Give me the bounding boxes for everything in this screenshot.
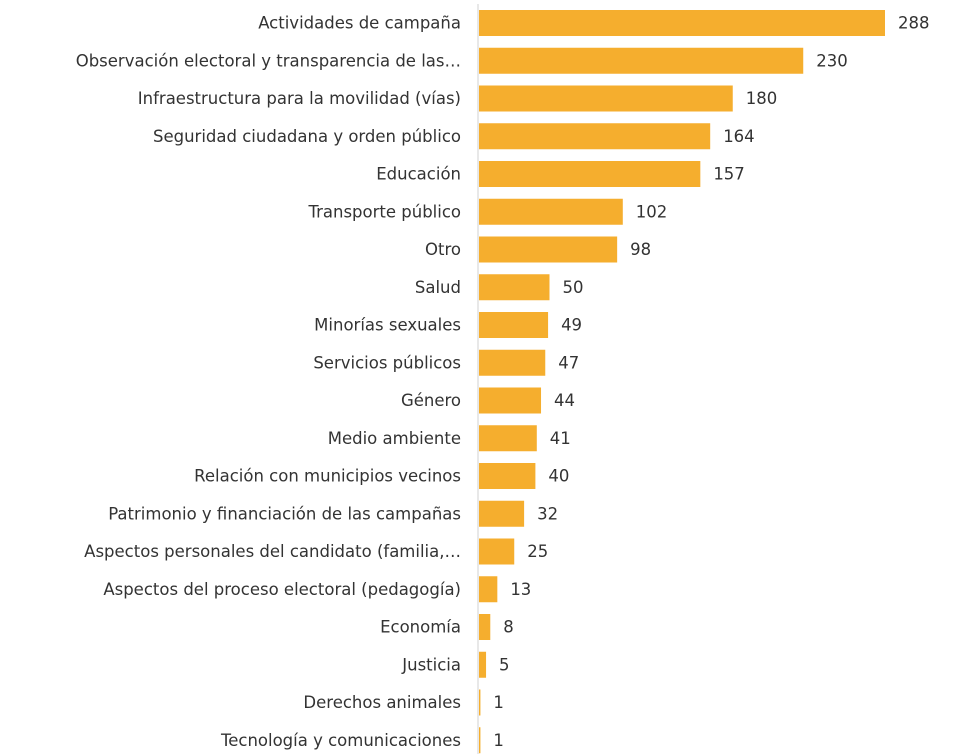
- category-label: Derechos animales: [303, 693, 461, 712]
- bar: [479, 47, 804, 74]
- value-label: 44: [554, 391, 575, 410]
- bar: [479, 614, 491, 640]
- category-label: Relación con municipios vecinos: [194, 467, 461, 486]
- category-label: Infraestructura para la movilidad (vías): [138, 89, 461, 108]
- category-label: Actividades de campaña: [258, 14, 461, 33]
- category-label: Economía: [380, 618, 461, 637]
- category-label: Aspectos personales del candidato (famil…: [84, 542, 461, 561]
- bar: [479, 274, 550, 301]
- bar: [479, 651, 487, 678]
- category-label: Seguridad ciudadana y orden público: [153, 127, 461, 146]
- category-label: Observación electoral y transparencia de…: [76, 51, 461, 70]
- value-label: 180: [746, 89, 778, 108]
- bar: [479, 85, 733, 112]
- value-label: 288: [898, 14, 930, 33]
- bar: [479, 500, 525, 527]
- category-label: Género: [401, 391, 461, 410]
- bar: [479, 198, 623, 225]
- category-label: Minorías sexuales: [314, 316, 461, 335]
- category-label: Educación: [376, 165, 461, 184]
- value-label: 164: [723, 127, 755, 146]
- value-label: 157: [713, 165, 745, 184]
- value-label: 98: [630, 240, 651, 259]
- value-label: 32: [537, 504, 558, 523]
- category-label: Otro: [425, 240, 461, 259]
- bar: [479, 123, 711, 150]
- category-label: Salud: [415, 278, 461, 297]
- value-label: 25: [527, 542, 548, 561]
- value-label: 40: [548, 467, 569, 486]
- bar: [479, 161, 701, 187]
- bar: [479, 236, 618, 263]
- bar: [479, 10, 885, 36]
- value-label: 41: [550, 429, 571, 448]
- value-label: 1: [493, 731, 504, 750]
- category-label: Patrimonio y financiación de las campaña…: [108, 504, 461, 523]
- category-label: Servicios públicos: [313, 353, 461, 372]
- bar: [479, 538, 515, 565]
- value-label: 50: [562, 278, 583, 297]
- category-label: Aspectos del proceso electoral (pedagogí…: [103, 580, 461, 599]
- bar: [479, 312, 549, 338]
- bar: [479, 727, 481, 754]
- bar: [479, 425, 537, 452]
- value-label: 47: [558, 353, 579, 372]
- value-label: 5: [499, 655, 510, 674]
- value-label: 230: [816, 51, 848, 70]
- bar: [479, 689, 481, 716]
- value-label: 102: [636, 202, 668, 221]
- bar: [479, 463, 536, 489]
- bar: [479, 349, 546, 376]
- category-label: Tecnología y comunicaciones: [220, 731, 461, 750]
- value-label: 1: [493, 693, 504, 712]
- category-label: Justicia: [401, 655, 461, 674]
- category-label: Medio ambiente: [328, 429, 461, 448]
- value-label: 13: [510, 580, 531, 599]
- value-label: 8: [503, 618, 514, 637]
- category-label: Transporte público: [307, 202, 461, 221]
- bar: [479, 387, 542, 414]
- value-label: 49: [561, 316, 582, 335]
- bar: [479, 576, 498, 603]
